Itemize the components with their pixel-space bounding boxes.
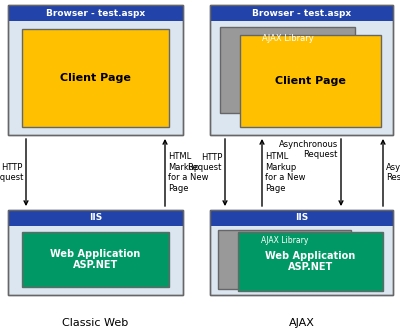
Text: AJAX: AJAX [288,318,314,328]
Bar [238,232,383,291]
Text: HTML
Markup
for a New
Page: HTML Markup for a New Page [265,152,306,193]
Text: HTTP
Request: HTTP Request [188,153,222,172]
Text: Client Page: Client Page [60,73,131,83]
Text: HTML
Markup
for a New
Page: HTML Markup for a New Page [168,152,208,193]
Text: AJAX Library: AJAX Library [261,236,308,245]
Bar [8,210,183,226]
Text: Client Page: Client Page [275,76,346,86]
Bar [8,210,183,295]
Bar [210,5,393,135]
Bar [218,230,351,289]
Text: IIS: IIS [89,213,102,222]
Text: Asynchronous
Request: Asynchronous Request [279,140,338,159]
Bar [8,5,183,135]
Text: Web Application
ASP.NET: Web Application ASP.NET [50,249,141,270]
Bar [210,210,393,295]
Text: HTTP
Request: HTTP Request [0,163,23,182]
Text: Browser - test.aspx: Browser - test.aspx [252,8,351,17]
Bar [8,5,183,21]
Text: AJAX Library: AJAX Library [262,34,313,43]
Bar [240,35,381,127]
Text: Classic Web: Classic Web [62,318,129,328]
Bar [22,232,169,287]
Bar [210,5,393,135]
Bar [210,210,393,295]
Text: Web Application
ASP.NET: Web Application ASP.NET [265,251,356,272]
Bar [210,5,393,21]
Text: Asynchronous
Response: Asynchronous Response [386,163,400,182]
Bar [220,27,355,113]
Bar [8,210,183,295]
Text: Browser - test.aspx: Browser - test.aspx [46,8,145,17]
Bar [210,210,393,226]
Bar [8,5,183,135]
Text: IIS: IIS [295,213,308,222]
Bar [22,29,169,127]
